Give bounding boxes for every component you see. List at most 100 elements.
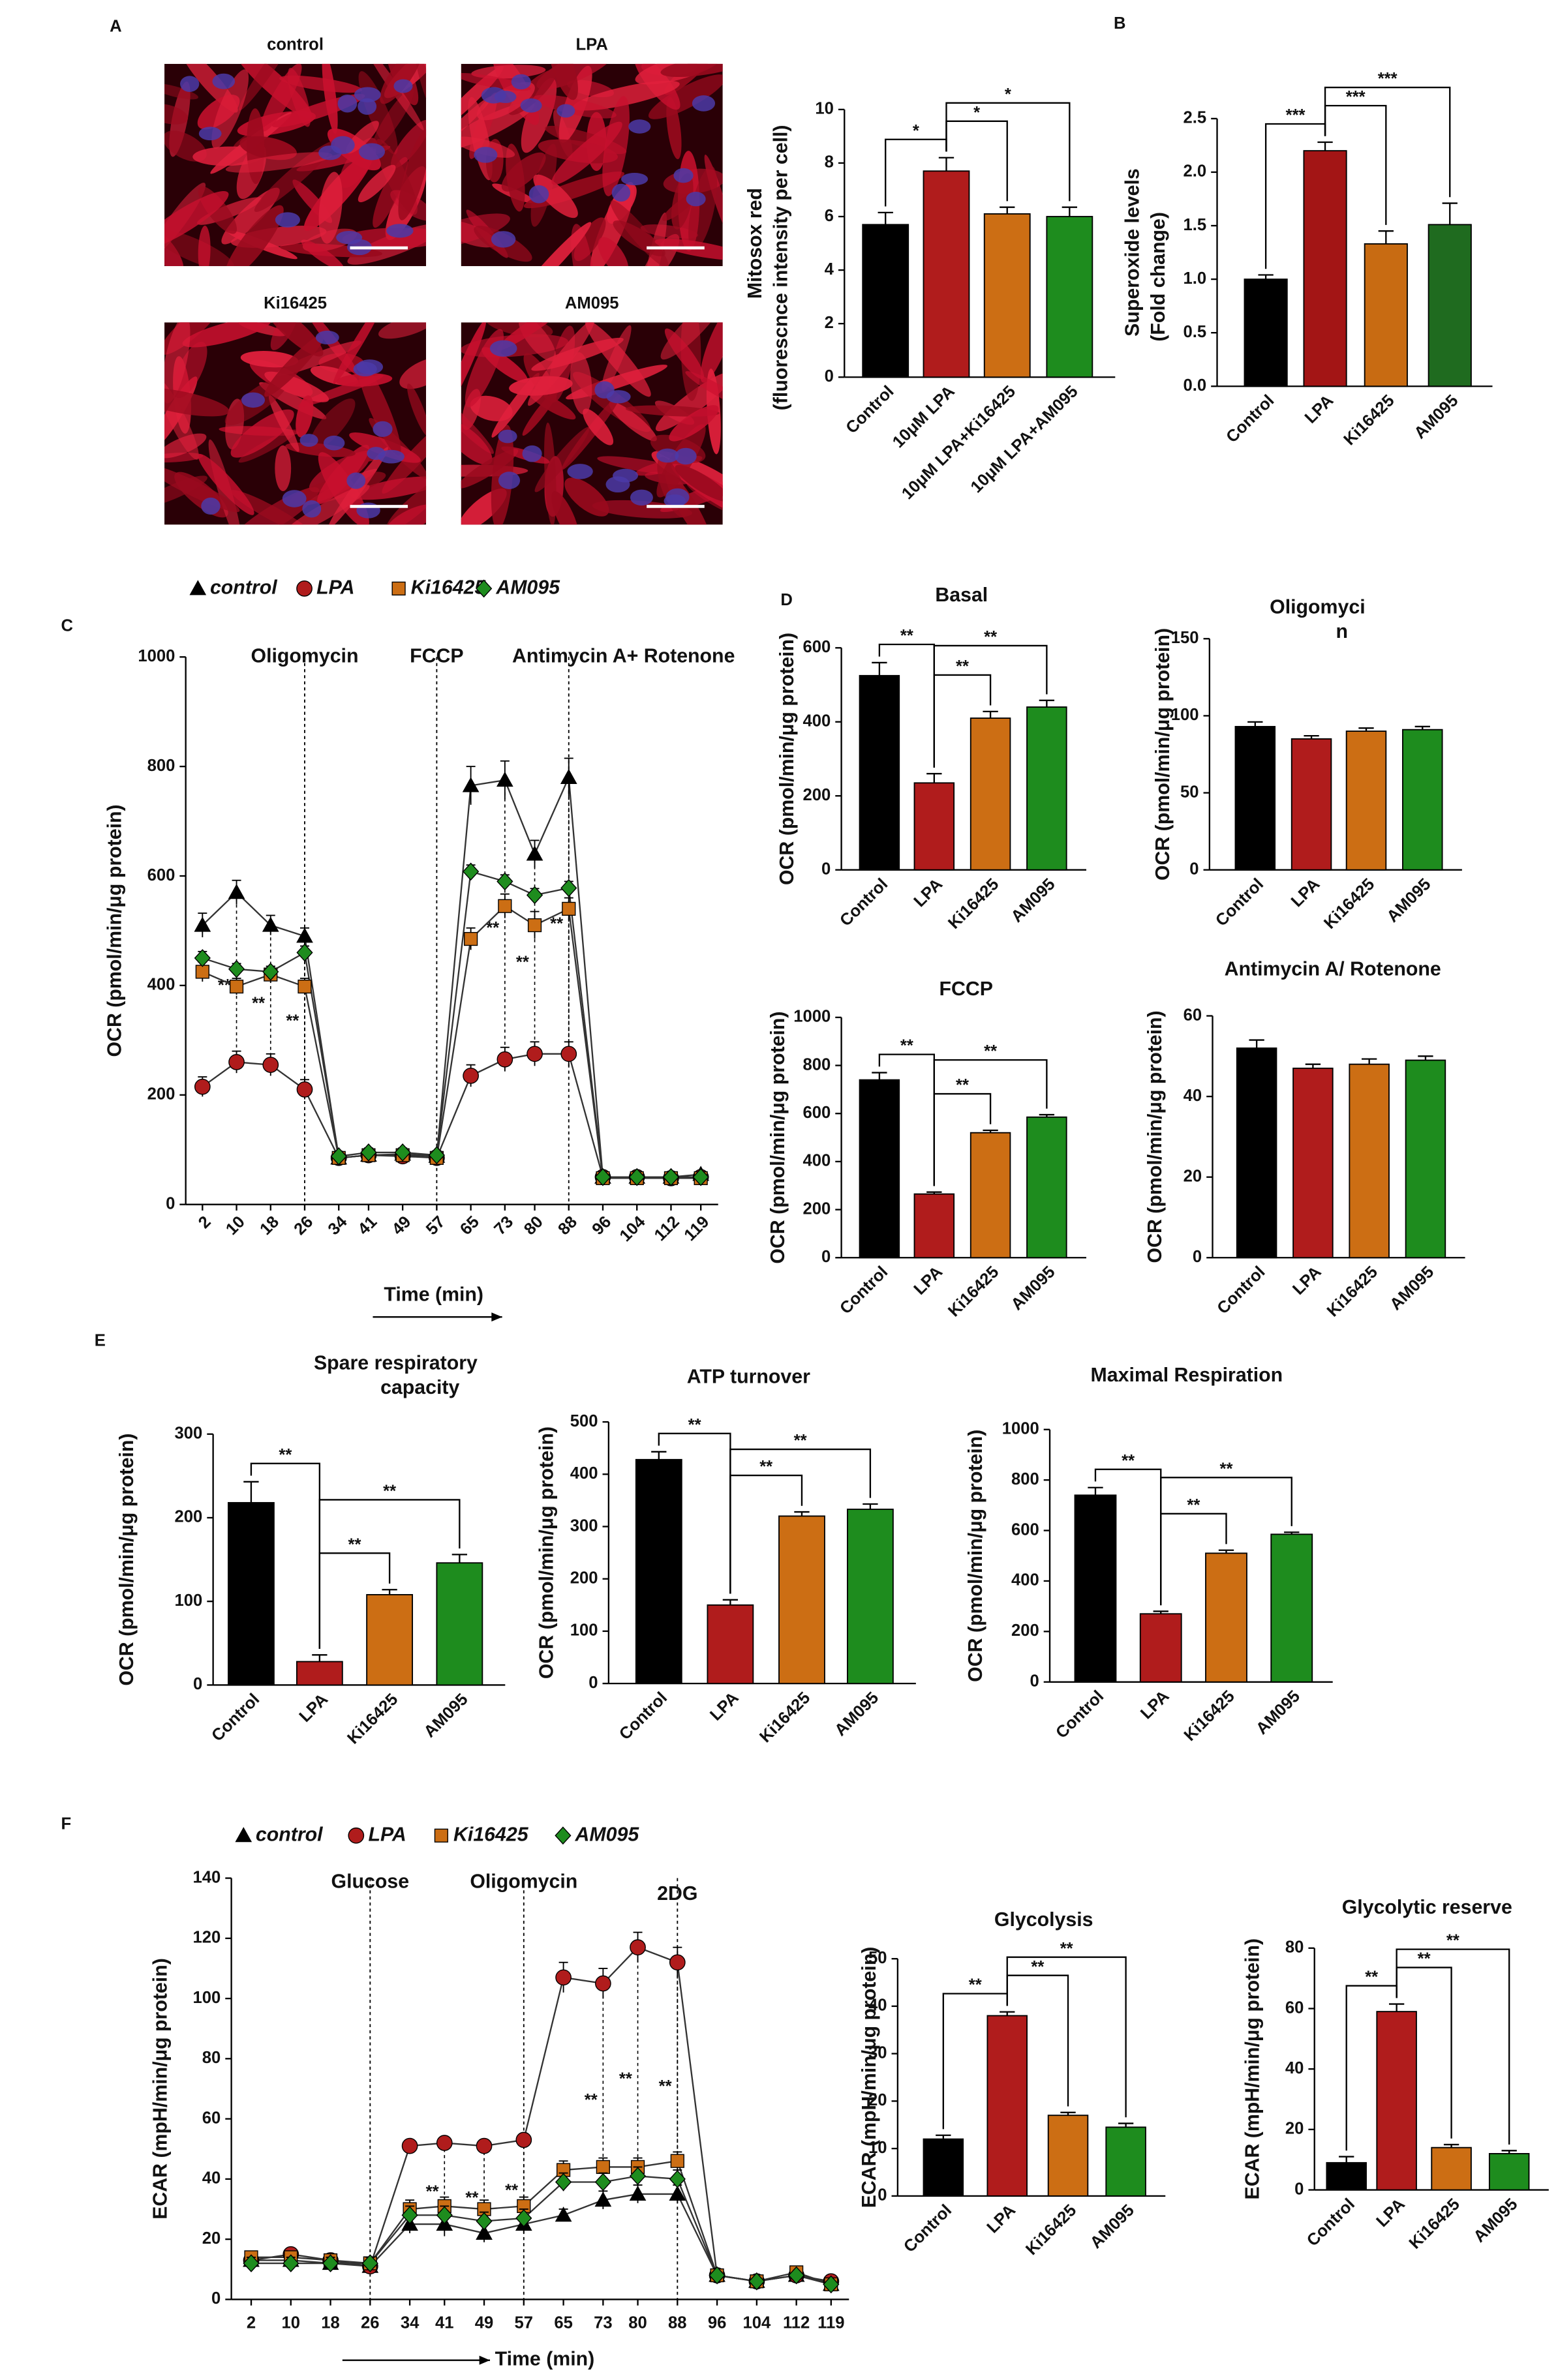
bar xyxy=(1292,1067,1334,1259)
series-line xyxy=(202,905,701,1179)
arrow-head xyxy=(491,1312,502,1322)
marker xyxy=(228,959,245,978)
y-tick-label: 0.5 xyxy=(1184,323,1207,341)
image-label: Ki16425 xyxy=(264,294,327,312)
x-tick-label: LPA xyxy=(707,1689,742,1725)
legend-marker xyxy=(391,581,406,595)
y-tick-label: 40 xyxy=(1285,2059,1304,2077)
chart-title: Basal xyxy=(935,584,988,606)
marker xyxy=(262,916,279,932)
annotation-label: ** xyxy=(426,2183,439,2201)
marker xyxy=(630,1939,646,1956)
x-tick-label: AM095 xyxy=(1470,2195,1521,2246)
bar xyxy=(1376,2011,1417,2191)
cell xyxy=(518,222,592,267)
y-tick-label: 0 xyxy=(878,2186,887,2205)
nucleus xyxy=(594,381,615,399)
marker xyxy=(709,2266,726,2285)
significance-bracket xyxy=(933,1059,1048,1186)
cell xyxy=(664,328,705,380)
x-tick-label: AM095 xyxy=(1253,1687,1304,1738)
significance-label: ** xyxy=(1446,1932,1459,1950)
nucleus xyxy=(337,95,358,113)
cell xyxy=(583,408,614,445)
cell xyxy=(164,322,191,404)
bar xyxy=(1105,2126,1146,2197)
nucleus xyxy=(356,359,384,375)
cell xyxy=(164,104,189,125)
series-line xyxy=(251,2193,832,2285)
cell xyxy=(238,63,298,111)
bar xyxy=(913,1193,955,1259)
marker xyxy=(526,845,543,861)
nucleus xyxy=(212,73,236,89)
marker xyxy=(662,1167,680,1186)
cell xyxy=(238,429,298,463)
marker xyxy=(194,949,211,967)
nucleus xyxy=(356,502,380,519)
y-tick-label: 0 xyxy=(821,860,831,878)
x-tick-label: 80 xyxy=(521,1213,547,1239)
marker xyxy=(195,965,209,979)
x-tick-label: LPA xyxy=(1288,875,1324,911)
x-tick-label: 73 xyxy=(594,2313,613,2332)
significance-label: ** xyxy=(1220,1460,1233,1478)
y-tick-label: 100 xyxy=(1171,706,1199,724)
y-axis-label: OCR (pmol/min/μg protein) xyxy=(965,1430,986,1682)
nucleus xyxy=(198,127,222,141)
x-tick-label: Control xyxy=(1304,2195,1358,2250)
nucleus xyxy=(498,472,521,489)
bar xyxy=(986,2015,1028,2197)
x-tick-label: LPA xyxy=(910,1263,946,1299)
y-tick-label: 0 xyxy=(1193,1248,1202,1266)
marker xyxy=(496,772,513,787)
legend-marker xyxy=(476,579,493,598)
significance-label: ** xyxy=(348,1535,361,1554)
y-tick-label: 40 xyxy=(202,2169,221,2188)
bar xyxy=(436,1562,483,1686)
nucleus xyxy=(275,212,300,228)
marker xyxy=(669,1954,686,1971)
y-axis-label: OCR (pmol/min/μg protein) xyxy=(116,1434,138,1686)
y-tick-label: 20 xyxy=(202,2229,221,2248)
chart-title: Oligomyci xyxy=(1270,597,1365,618)
nucleus xyxy=(686,192,706,207)
bar xyxy=(1405,1059,1446,1259)
y-tick-label: 50 xyxy=(868,1949,887,1967)
bar xyxy=(635,1458,682,1685)
cell xyxy=(301,239,344,267)
cell xyxy=(164,226,184,267)
nucleus xyxy=(282,490,307,507)
y-tick-label: 200 xyxy=(1011,1621,1039,1640)
marker xyxy=(194,1078,211,1095)
injection-label: FCCP xyxy=(410,645,463,667)
significance-bracket xyxy=(729,1448,872,1594)
panel-letter: E xyxy=(95,1331,106,1349)
x-tick-label: 96 xyxy=(588,1213,615,1239)
bar xyxy=(970,717,1011,871)
x-tick-label: Ki16425 xyxy=(344,1690,401,1747)
cell xyxy=(333,322,384,384)
y-tick-label: 200 xyxy=(570,1569,598,1587)
nucleus xyxy=(621,172,649,186)
x-tick-label: LPA xyxy=(1137,1687,1173,1723)
y-tick-label: 300 xyxy=(570,1516,598,1535)
legend-label: Ki16425 xyxy=(411,577,487,598)
x-tick-label: Ki16425 xyxy=(1406,2195,1463,2252)
marker xyxy=(560,879,577,897)
y-tick-label: 1000 xyxy=(1002,1419,1039,1438)
legend-label: LPA xyxy=(316,577,354,598)
x-tick-label: 49 xyxy=(389,1213,415,1239)
y-axis-label: OCR (pmol/min/μg protein) xyxy=(1152,628,1174,881)
y-tick-label: 100 xyxy=(175,1591,203,1610)
x-tick-label: AM095 xyxy=(1386,1263,1437,1314)
bar xyxy=(983,213,1031,378)
y-axis-label: Superoxide levels xyxy=(1122,168,1143,337)
marker xyxy=(401,2137,418,2154)
nucleus xyxy=(489,340,517,357)
marker xyxy=(194,916,211,932)
y-tick-label: 80 xyxy=(1285,1938,1304,1957)
cell xyxy=(501,152,546,192)
marker xyxy=(527,1046,543,1062)
bar xyxy=(1139,1613,1182,1683)
